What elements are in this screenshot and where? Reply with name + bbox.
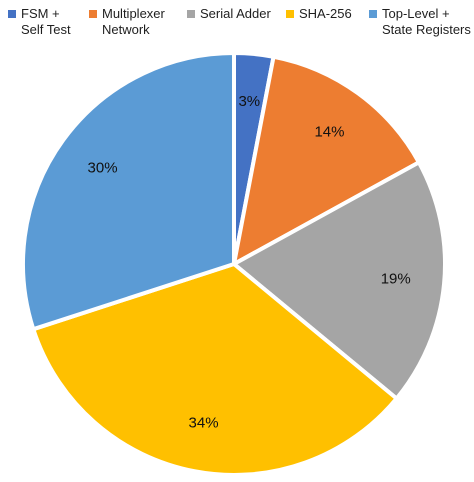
legend-item-serial-adder: Serial Adder — [187, 6, 271, 22]
pie-slices — [21, 51, 447, 477]
legend-swatch-sha-256 — [286, 10, 294, 18]
legend-label-sha-256: SHA-256 — [299, 6, 352, 21]
legend-item-top-level-state-registers: Top-Level + State Registers — [369, 6, 471, 38]
legend-swatch-multiplexer-network — [89, 10, 97, 18]
chart-legend: FSM + Self Test Multiplexer Network Seri… — [0, 0, 474, 50]
legend-item-sha-256: SHA-256 — [286, 6, 352, 22]
pie-data-labels: 3% 14% 19% 34% 30% — [88, 93, 411, 431]
legend-label-top-level-state-registers: Top-Level + State Registers — [382, 6, 471, 37]
data-label-fsm-self-test: 3% — [238, 93, 260, 110]
pie-slice-serial-adder — [232, 160, 447, 401]
legend-item-fsm-self-test: FSM + Self Test — [8, 6, 71, 38]
pie-slice-sha-256 — [31, 262, 399, 477]
data-label-sha-256: 34% — [189, 415, 219, 432]
legend-swatch-fsm-self-test — [8, 10, 16, 18]
legend-label-fsm-self-test: FSM + Self Test — [21, 6, 71, 37]
data-label-serial-adder: 19% — [381, 270, 411, 287]
data-label-top-level-state-registers: 30% — [88, 159, 118, 176]
legend-swatch-top-level-state-registers — [369, 10, 377, 18]
legend-swatch-serial-adder — [187, 10, 195, 18]
pie-slice-multiplexer-network — [232, 54, 421, 266]
legend-item-multiplexer-network: Multiplexer Network — [89, 6, 165, 38]
data-label-multiplexer-network: 14% — [314, 124, 344, 141]
pie-slice-top-level-state-registers — [21, 51, 236, 332]
legend-label-multiplexer-network: Multiplexer Network — [102, 6, 165, 37]
legend-label-serial-adder: Serial Adder — [200, 6, 271, 21]
